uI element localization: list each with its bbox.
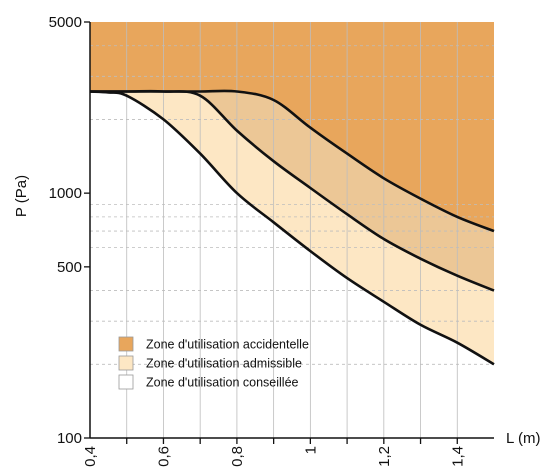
y-tick-label: 500: [57, 259, 82, 276]
x-ticks: 0,4 0,6 0,8 1 1,2 1,4: [82, 438, 466, 467]
x-tick-label: 1: [302, 446, 319, 454]
x-tick-label: 1,2: [376, 446, 393, 467]
y-tick-label: 5000: [49, 14, 82, 31]
zone-admissible-fill: [90, 91, 494, 365]
curve-admissible: [90, 89, 495, 292]
x-tick-label: 0,4: [82, 446, 99, 467]
legend-label: Zone d'utilisation conseillée: [146, 376, 299, 390]
legend-label: Zone d'utilisation accidentelle: [146, 338, 309, 352]
legend-swatch: [118, 374, 134, 390]
x-tick-label: 0,8: [229, 446, 246, 467]
curve-conseillee: [89, 90, 495, 366]
x-tick-label: 1,4: [449, 446, 466, 467]
x-tick-label: 0,6: [156, 446, 173, 467]
legend-swatch: [118, 355, 134, 371]
legend-label: Zone d'utilisation admissible: [146, 357, 302, 371]
x-axis-title: L (m): [506, 430, 540, 447]
legend-swatch: [118, 336, 134, 352]
zone-accidental-overlap-fill: [90, 90, 494, 291]
legend: Zone d'utilisation accidentelle Zone d'ut…: [118, 336, 309, 390]
zone-accidental-fill: [90, 22, 494, 232]
y-axis-title: P (Pa): [13, 175, 30, 217]
y-tick-label: 1000: [49, 185, 82, 202]
y-ticks: 100 500 1000 5000: [49, 14, 90, 447]
y-tick-label: 100: [57, 430, 82, 447]
